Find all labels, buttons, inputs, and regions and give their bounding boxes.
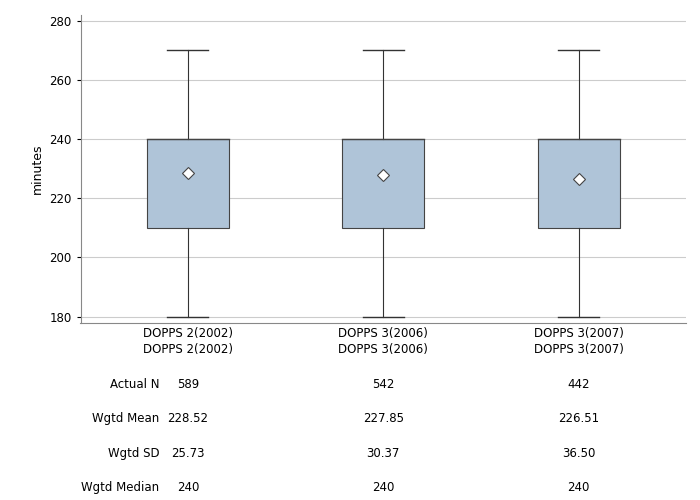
- Text: 240: 240: [372, 482, 394, 494]
- Text: DOPPS 3(2007): DOPPS 3(2007): [533, 344, 624, 356]
- Bar: [342, 139, 424, 228]
- Text: DOPPS 3(2006): DOPPS 3(2006): [338, 344, 428, 356]
- Bar: [538, 139, 620, 228]
- Text: 226.51: 226.51: [558, 412, 599, 426]
- Text: 589: 589: [177, 378, 199, 391]
- Text: 240: 240: [176, 482, 199, 494]
- Bar: [147, 139, 229, 228]
- Text: 542: 542: [372, 378, 394, 391]
- Text: Wgtd SD: Wgtd SD: [108, 447, 159, 460]
- Text: Wgtd Mean: Wgtd Mean: [92, 412, 159, 426]
- Text: Actual N: Actual N: [110, 378, 159, 391]
- Text: DOPPS 2(2002): DOPPS 2(2002): [143, 344, 233, 356]
- Y-axis label: minutes: minutes: [31, 144, 43, 194]
- Text: 228.52: 228.52: [167, 412, 209, 426]
- Text: 442: 442: [567, 378, 590, 391]
- Text: 36.50: 36.50: [562, 447, 595, 460]
- Text: 25.73: 25.73: [172, 447, 204, 460]
- Text: 240: 240: [568, 482, 590, 494]
- Text: 30.37: 30.37: [367, 447, 400, 460]
- Text: Wgtd Median: Wgtd Median: [81, 482, 159, 494]
- Text: 227.85: 227.85: [363, 412, 404, 426]
